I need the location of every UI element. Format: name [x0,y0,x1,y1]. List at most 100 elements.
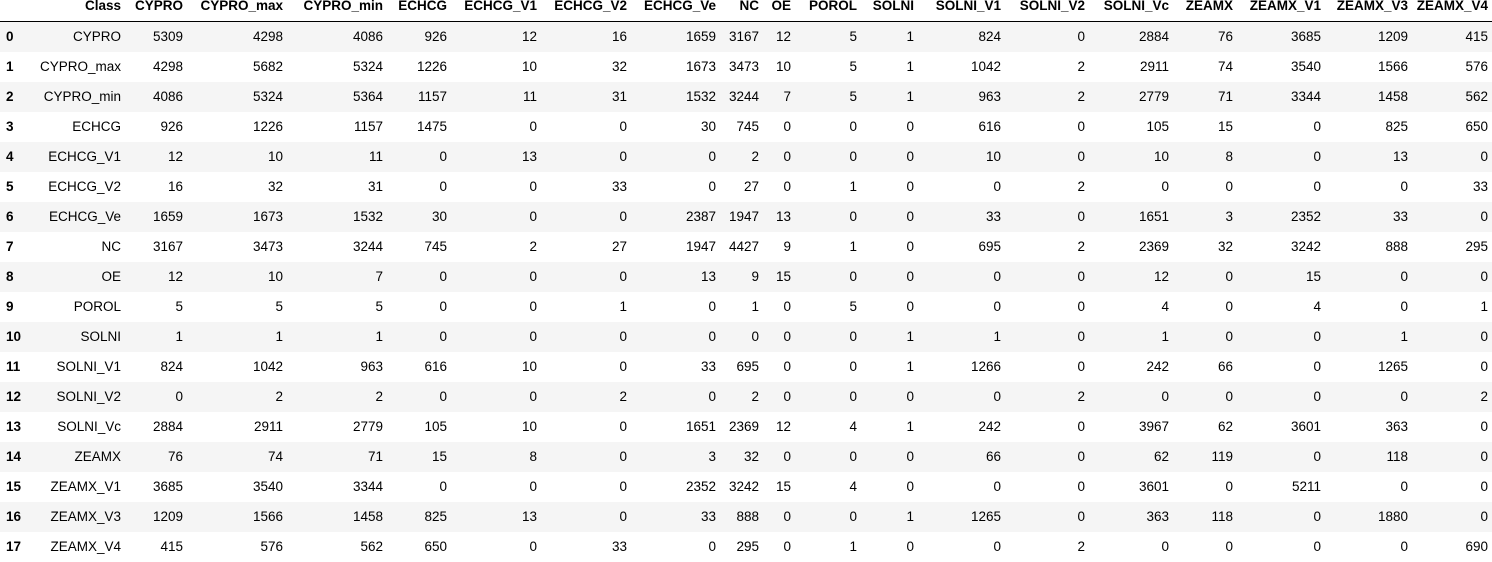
column-header: SOLNI_V1 [918,0,1005,22]
count-cell: 4086 [287,22,387,53]
count-cell: 0 [1005,322,1089,352]
count-cell: 0 [451,112,541,142]
count-cell: 2911 [187,412,287,442]
count-cell: 1226 [187,112,287,142]
count-cell: 105 [387,412,451,442]
count-cell: 0 [631,382,720,412]
count-cell: 33 [541,532,631,562]
count-cell: 5324 [187,82,287,112]
count-cell: 0 [1089,172,1173,202]
count-cell: 9 [763,232,795,262]
count-cell: 5 [187,292,287,322]
count-cell: 616 [387,352,451,382]
count-cell: 2 [1005,382,1089,412]
count-cell: 0 [918,532,1005,562]
count-cell: 0 [1005,472,1089,502]
count-cell: 2 [1005,52,1089,82]
count-cell: 3540 [187,472,287,502]
row-index: 16 [0,502,28,532]
row-index: 4 [0,142,28,172]
row-index: 17 [0,532,28,562]
count-cell: 3473 [720,52,763,82]
count-cell: 33 [541,172,631,202]
count-cell: 2911 [1089,52,1173,82]
count-cell: 0 [763,322,795,352]
count-cell: 0 [541,502,631,532]
count-cell: 1 [541,292,631,322]
count-cell: 0 [1325,532,1412,562]
count-cell: 76 [1173,22,1237,53]
count-cell: 926 [387,22,451,53]
count-cell: 0 [387,262,451,292]
count-cell: 0 [795,202,861,232]
count-cell: 1475 [387,112,451,142]
count-cell: 3967 [1089,412,1173,442]
count-cell: 0 [1412,502,1492,532]
count-cell: 0 [541,352,631,382]
class-name-cell: SOLNI [28,322,125,352]
count-cell: 3244 [720,82,763,112]
count-cell: 1659 [125,202,187,232]
count-cell: 0 [1325,292,1412,322]
count-cell: 0 [918,472,1005,502]
count-cell: 8 [1173,142,1237,172]
count-cell: 10 [763,52,795,82]
count-cell: 2779 [287,412,387,442]
count-cell: 0 [795,142,861,172]
count-cell: 1659 [631,22,720,53]
count-cell: 0 [1237,532,1325,562]
count-cell: 4 [795,472,861,502]
count-cell: 1266 [918,352,1005,382]
count-cell: 0 [1412,262,1492,292]
count-cell: 0 [861,532,918,562]
count-cell: 0 [1005,142,1089,172]
row-index: 13 [0,412,28,442]
count-cell: 1458 [287,502,387,532]
count-cell: 0 [763,502,795,532]
count-cell: 15 [763,472,795,502]
count-cell: 1 [861,502,918,532]
count-cell: 0 [1173,532,1237,562]
count-cell: 32 [541,52,631,82]
class-name-cell: ZEAMX_V4 [28,532,125,562]
count-cell: 2352 [631,472,720,502]
count-cell: 690 [1412,532,1492,562]
count-cell: 2 [1412,382,1492,412]
row-index: 6 [0,202,28,232]
count-cell: 1209 [1325,22,1412,53]
count-cell: 1673 [187,202,287,232]
count-cell: 0 [861,172,918,202]
row-index: 7 [0,232,28,262]
column-header: ECHCG_Ve [631,0,720,22]
count-cell: 3344 [287,472,387,502]
count-cell: 0 [451,322,541,352]
count-cell: 0 [763,292,795,322]
count-cell: 0 [1005,292,1089,322]
count-cell: 0 [1173,292,1237,322]
count-cell: 650 [387,532,451,562]
count-cell: 1651 [631,412,720,442]
count-cell: 0 [1237,322,1325,352]
count-cell: 1 [861,52,918,82]
count-cell: 12 [125,142,187,172]
count-cell: 2 [1005,232,1089,262]
count-cell: 2 [1005,532,1089,562]
count-cell: 0 [1412,442,1492,472]
count-cell: 2 [451,232,541,262]
count-cell: 0 [795,262,861,292]
count-cell: 1566 [187,502,287,532]
count-cell: 0 [1412,142,1492,172]
count-cell: 3601 [1237,412,1325,442]
count-cell: 0 [541,262,631,292]
count-cell: 10 [1089,142,1173,172]
count-cell: 2369 [1089,232,1173,262]
index-column-header [0,0,28,22]
